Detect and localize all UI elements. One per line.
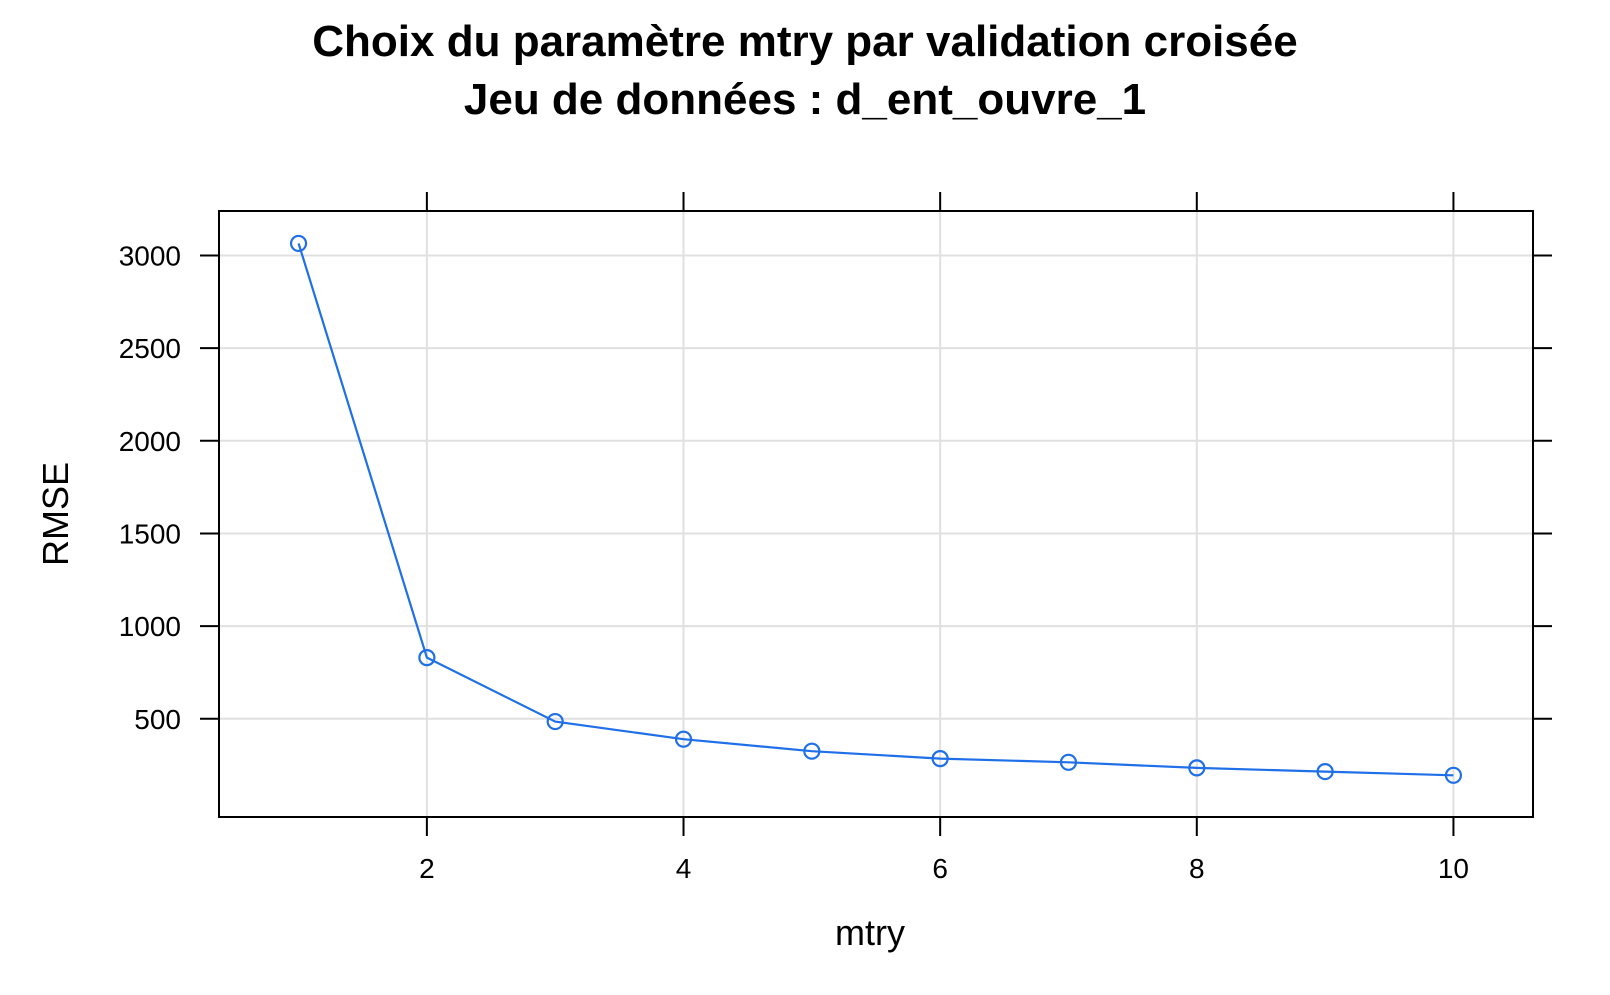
chart-title: Choix du paramètre mtry par validation c… — [312, 17, 1297, 66]
series-line-0 — [297, 243, 1454, 777]
data-point-6 — [931, 750, 949, 768]
chart-subtitle: Jeu de données : d_ent_ouvre_1 — [464, 75, 1146, 124]
y-tick-label-2500: 2500 — [119, 333, 181, 364]
x-tick-label-8: 8 — [1189, 853, 1205, 884]
data-point-5 — [803, 742, 821, 760]
data-point-2 — [418, 649, 436, 667]
y-tick-label-1500: 1500 — [119, 518, 181, 549]
axis-ticks: 2 4 6 8 10 500 1000 1500 2000 2500 3000 — [119, 192, 1552, 884]
y-tick-label-500: 500 — [134, 704, 181, 735]
data-point-3 — [546, 712, 564, 731]
plot-border — [218, 210, 1534, 818]
x-tick-label-6: 6 — [932, 853, 948, 884]
data-point-7 — [1059, 753, 1078, 771]
x-tick-label-4: 4 — [676, 853, 692, 884]
data-point-4 — [674, 730, 693, 748]
data-point-1 — [289, 234, 308, 253]
x-axis-label: mtry — [835, 912, 905, 953]
data-point-8 — [1188, 759, 1206, 777]
x-tick-label-2: 2 — [419, 853, 435, 884]
grid — [219, 211, 1533, 817]
data-point-10 — [1444, 766, 1463, 784]
plot-frame — [218, 210, 1534, 818]
y-axis-label: RMSE — [35, 462, 76, 566]
y-tick-label-3000: 3000 — [119, 240, 181, 271]
x-tick-label-10: 10 — [1438, 853, 1469, 884]
series-line — [289, 234, 1463, 784]
y-tick-label-2000: 2000 — [119, 426, 181, 457]
data-point-9 — [1316, 762, 1334, 781]
y-tick-label-1000: 1000 — [119, 611, 181, 642]
